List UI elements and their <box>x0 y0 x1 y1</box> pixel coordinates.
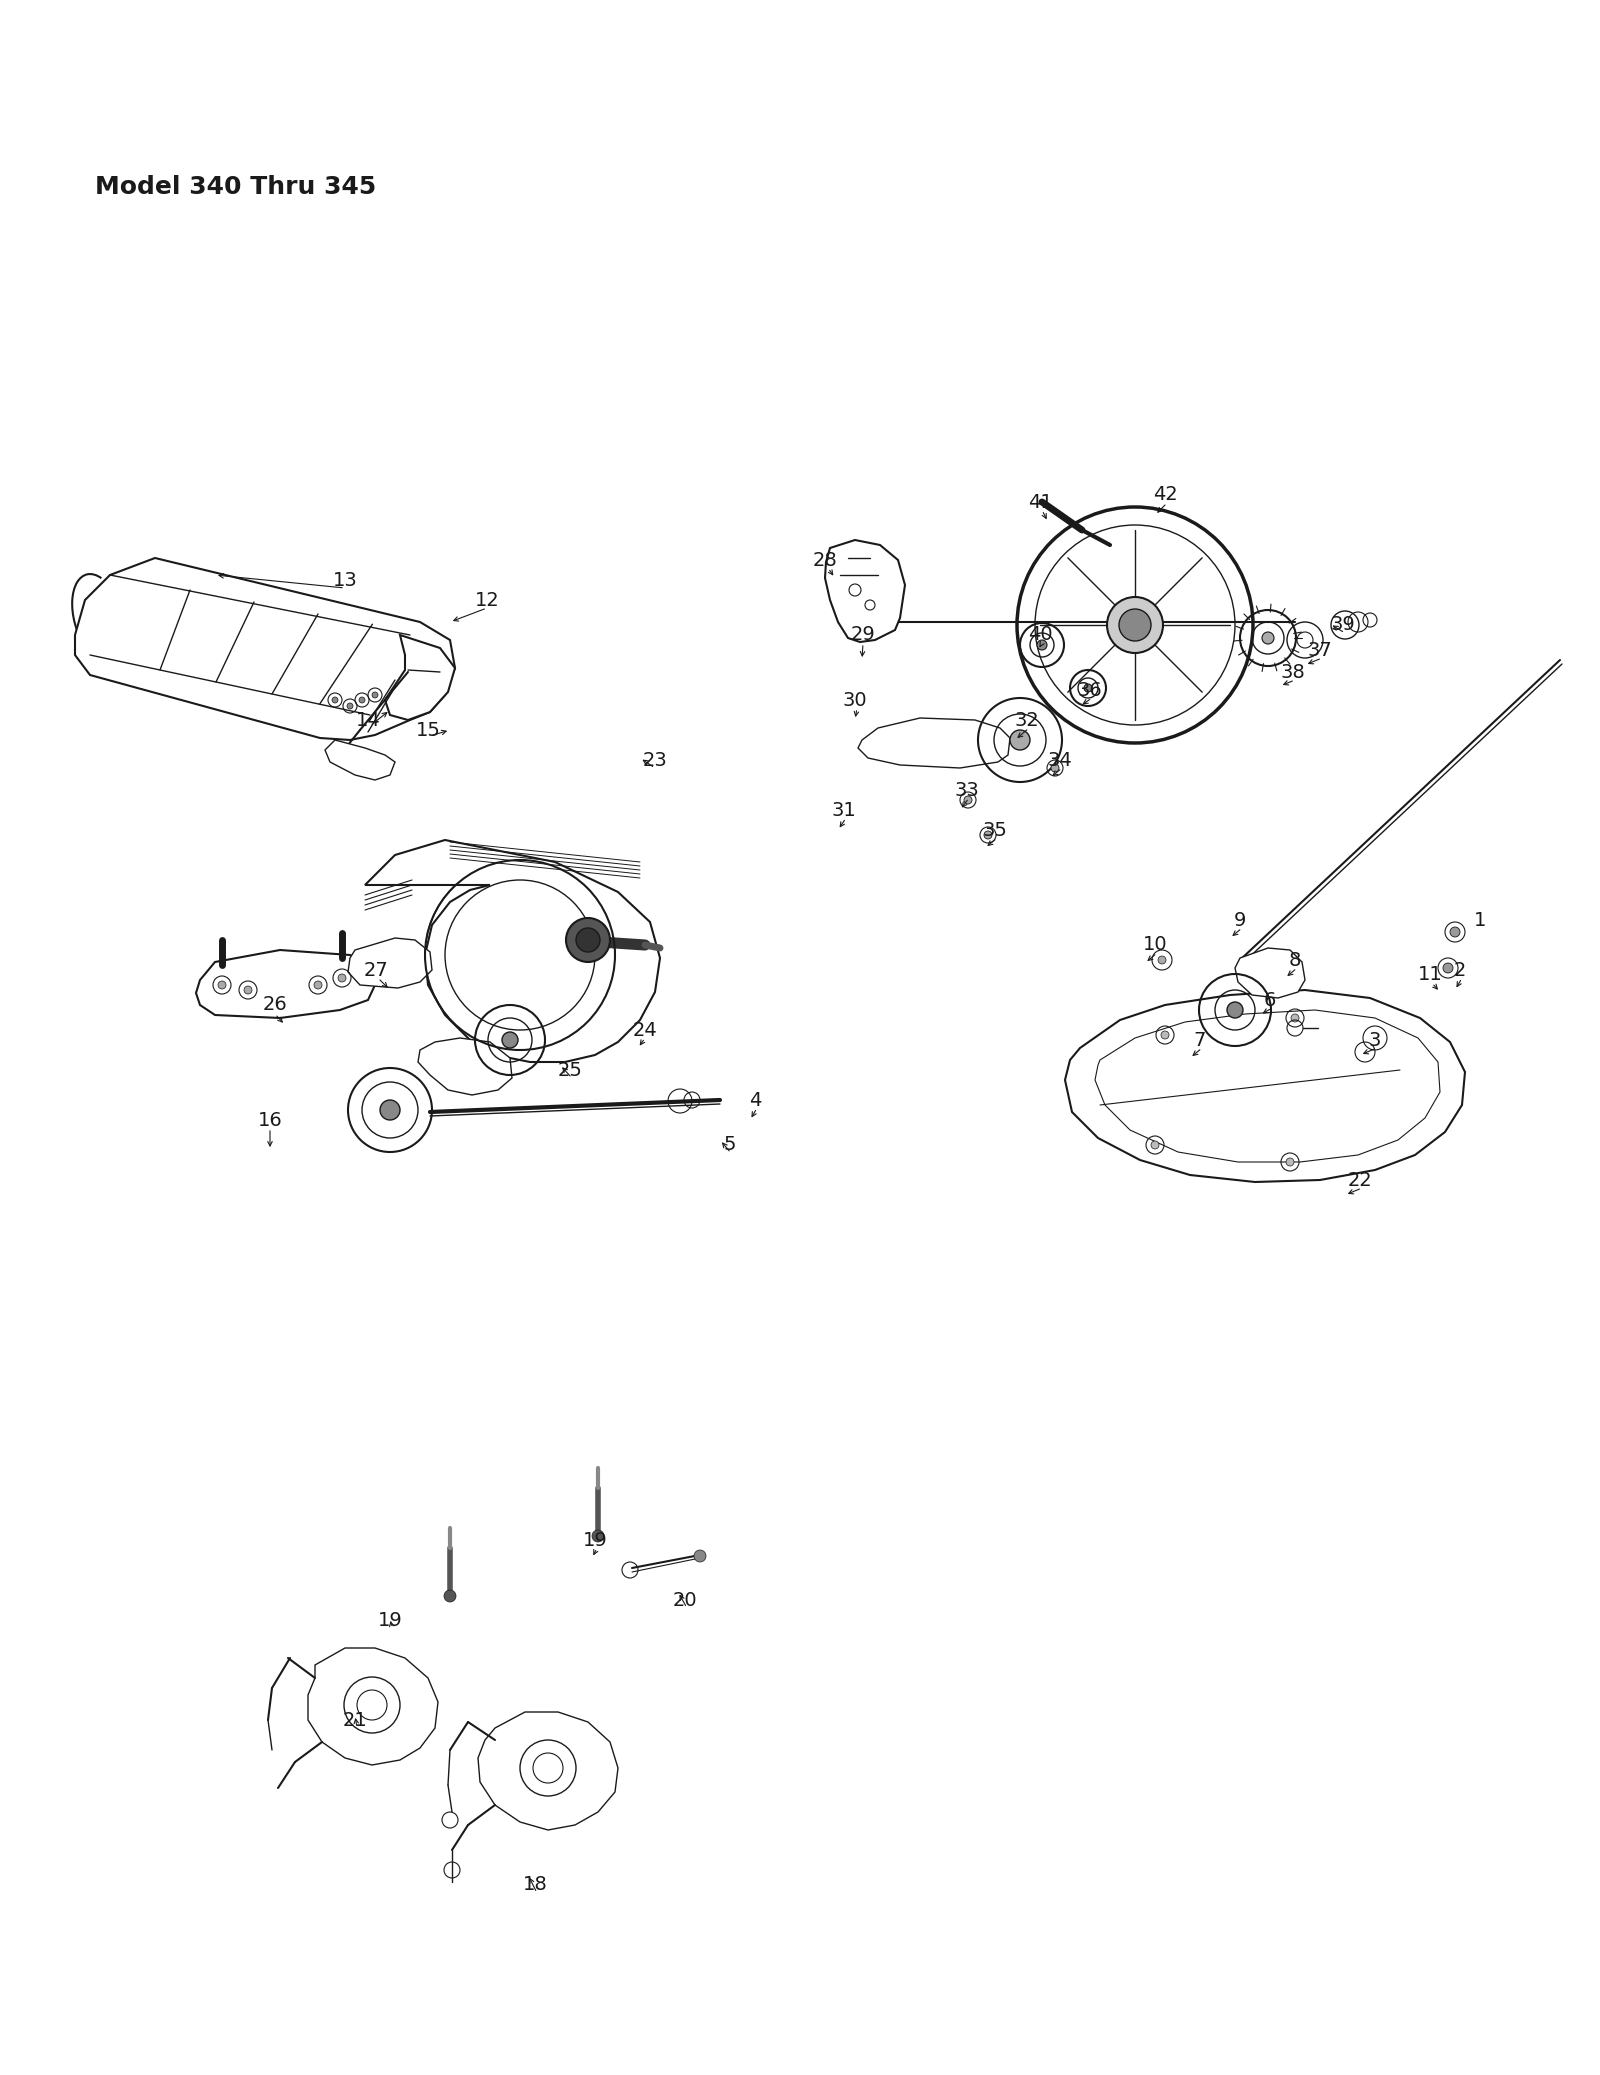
Polygon shape <box>418 1038 512 1096</box>
Circle shape <box>333 697 338 703</box>
Text: 33: 33 <box>955 780 979 799</box>
Circle shape <box>1085 685 1091 691</box>
Text: 26: 26 <box>262 996 288 1015</box>
Text: 35: 35 <box>982 820 1008 840</box>
Polygon shape <box>365 840 661 1062</box>
Circle shape <box>1010 730 1030 749</box>
Text: 34: 34 <box>1048 751 1072 770</box>
Circle shape <box>243 986 253 994</box>
Text: 38: 38 <box>1280 662 1306 681</box>
Text: 21: 21 <box>342 1710 368 1728</box>
Polygon shape <box>75 558 454 741</box>
Text: 41: 41 <box>1027 492 1053 513</box>
Circle shape <box>1262 633 1274 643</box>
Text: 16: 16 <box>258 1110 282 1129</box>
Circle shape <box>1450 928 1459 938</box>
Text: 25: 25 <box>557 1060 582 1079</box>
Text: 19: 19 <box>582 1531 608 1550</box>
Circle shape <box>381 1100 400 1120</box>
Text: 12: 12 <box>475 591 499 610</box>
Circle shape <box>1037 639 1046 649</box>
Circle shape <box>694 1550 706 1562</box>
Text: 9: 9 <box>1234 911 1246 930</box>
Text: 32: 32 <box>1014 710 1040 730</box>
Circle shape <box>592 1529 605 1542</box>
Text: 27: 27 <box>363 961 389 979</box>
Polygon shape <box>858 718 1010 768</box>
Polygon shape <box>1235 948 1306 998</box>
Text: Model 340 Thru 345: Model 340 Thru 345 <box>94 174 376 199</box>
Circle shape <box>371 691 378 697</box>
Text: 2: 2 <box>1454 961 1466 979</box>
Circle shape <box>1162 1031 1170 1040</box>
Text: 8: 8 <box>1290 950 1301 969</box>
Circle shape <box>218 981 226 990</box>
Text: 40: 40 <box>1027 625 1053 645</box>
Text: 11: 11 <box>1418 965 1442 984</box>
Text: 18: 18 <box>523 1876 547 1894</box>
Polygon shape <box>307 1648 438 1766</box>
Text: 7: 7 <box>1194 1031 1206 1050</box>
Text: 22: 22 <box>1347 1170 1373 1189</box>
Text: 29: 29 <box>851 625 875 645</box>
Circle shape <box>502 1031 518 1048</box>
Text: 24: 24 <box>632 1021 658 1040</box>
Circle shape <box>963 797 973 803</box>
Circle shape <box>347 703 354 710</box>
Text: 19: 19 <box>378 1610 402 1629</box>
Polygon shape <box>826 540 906 641</box>
Circle shape <box>576 928 600 952</box>
Polygon shape <box>1066 990 1466 1183</box>
Text: 31: 31 <box>832 801 856 820</box>
Text: 1: 1 <box>1474 911 1486 930</box>
Text: 37: 37 <box>1307 641 1333 660</box>
Circle shape <box>1150 1141 1158 1150</box>
Text: 3: 3 <box>1370 1031 1381 1050</box>
Circle shape <box>566 917 610 963</box>
Text: 10: 10 <box>1142 936 1168 955</box>
Polygon shape <box>386 635 454 720</box>
Text: 30: 30 <box>843 691 867 710</box>
Text: 39: 39 <box>1331 616 1355 635</box>
Text: 5: 5 <box>723 1135 736 1154</box>
Text: 13: 13 <box>333 571 357 589</box>
Polygon shape <box>349 938 432 988</box>
Circle shape <box>1158 957 1166 965</box>
Text: 15: 15 <box>416 720 440 739</box>
Circle shape <box>358 697 365 703</box>
Circle shape <box>338 973 346 981</box>
Text: 36: 36 <box>1078 681 1102 699</box>
Text: 14: 14 <box>355 710 381 730</box>
Circle shape <box>1291 1015 1299 1023</box>
Circle shape <box>1051 764 1059 772</box>
Text: 4: 4 <box>749 1091 762 1110</box>
Circle shape <box>1443 963 1453 973</box>
Text: 42: 42 <box>1152 486 1178 504</box>
Circle shape <box>984 830 992 838</box>
Text: 28: 28 <box>813 550 837 569</box>
Circle shape <box>1227 1002 1243 1019</box>
Polygon shape <box>478 1712 618 1830</box>
Circle shape <box>1286 1158 1294 1166</box>
Polygon shape <box>325 741 395 780</box>
Polygon shape <box>195 950 374 1019</box>
Circle shape <box>314 981 322 990</box>
Text: 6: 6 <box>1264 990 1277 1011</box>
Circle shape <box>1107 598 1163 654</box>
Text: 20: 20 <box>672 1592 698 1610</box>
Circle shape <box>1118 608 1150 641</box>
Circle shape <box>445 1589 456 1602</box>
Text: 23: 23 <box>643 751 667 770</box>
